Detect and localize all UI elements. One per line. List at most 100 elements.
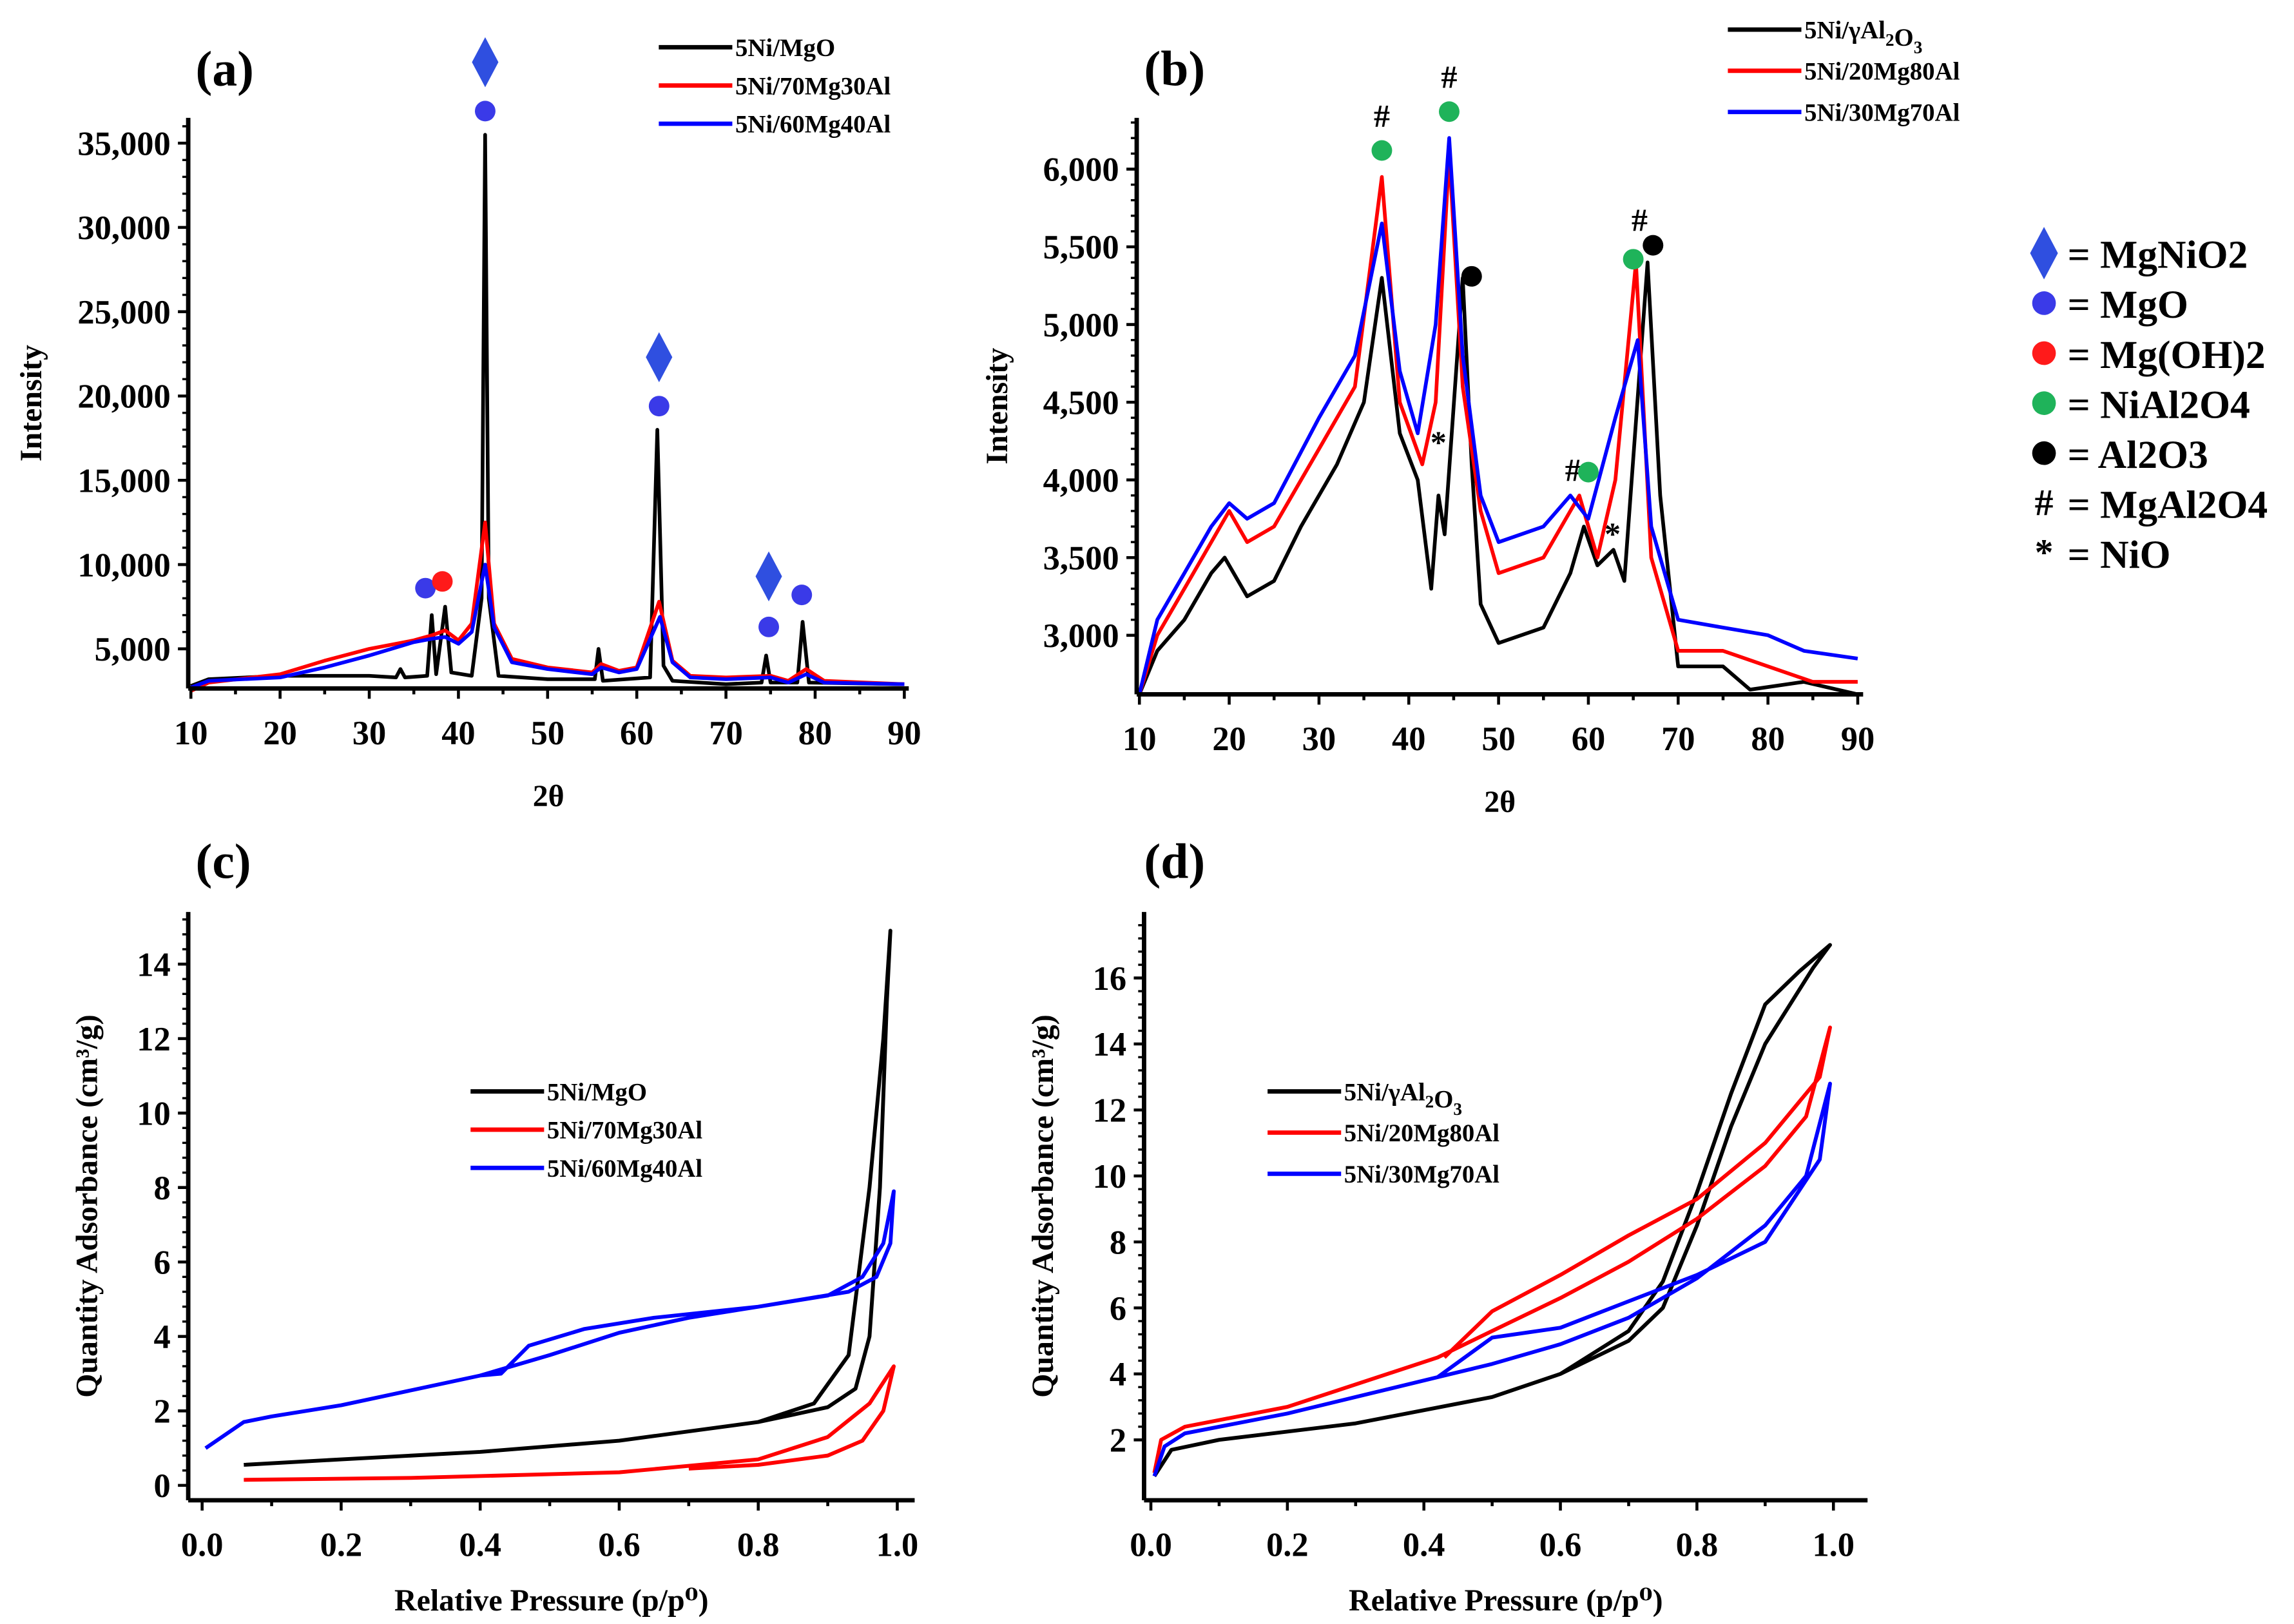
x-tick-label: 0.4 — [459, 1527, 501, 1564]
x-tick-label: 0.2 — [320, 1527, 363, 1564]
legend-label: 5Ni/γAl2O3 — [1804, 17, 1922, 57]
phase-legend: = MgNiO2 = MgO = Mg(OH)2 = NiAl2O4 = Al2O3 # =… — [2030, 227, 2268, 577]
phase-legend-circle-icon — [2032, 291, 2056, 315]
legend-label: 5Ni/γAl2O3 — [1344, 1078, 1462, 1119]
phase-marker-circle — [1461, 266, 1482, 287]
phase-marker-circle — [1623, 249, 1644, 270]
series-line-5Ni-Al2O3 — [1152, 943, 1832, 1478]
phase-marker-hash: # — [1441, 59, 1457, 95]
x-tick-label: 20 — [1212, 720, 1246, 758]
phase-legend-circle-icon — [2032, 341, 2056, 365]
legend-label: 5Ni/60Mg40Al — [547, 1155, 703, 1183]
legend-label: 5Ni/30Mg70Al — [1344, 1161, 1500, 1188]
y-tick-label: 8 — [153, 1170, 170, 1207]
legend-label: 5Ni/70Mg30Al — [547, 1117, 703, 1145]
phase-legend-circle-icon — [2032, 391, 2056, 415]
panel-b: (b) 10 20 30 40 50 60 70 80 90 3,000 3,500 4,000 4,50… — [980, 17, 2268, 819]
series-group — [189, 133, 905, 693]
legend-label: 5Ni/60Mg40Al — [735, 111, 891, 139]
y-tick-label: 4 — [1110, 1356, 1126, 1393]
x-tick-label: 70 — [709, 715, 742, 752]
phase-legend-label: = Al2O3 — [2068, 433, 2208, 477]
phase-marker-hash: # — [1632, 202, 1648, 238]
y-tick-label: 10 — [137, 1095, 170, 1132]
x-tick-label: 60 — [620, 715, 653, 752]
series-line-5Ni-Al2O3 — [1137, 260, 1858, 697]
legend-label: 5Ni/20Mg80Al — [1344, 1119, 1500, 1147]
x-tick-label: 0.8 — [737, 1527, 780, 1564]
phase-legend-label: = MgAl2O4 — [2068, 483, 2268, 527]
x-axis-title: Relative Pressure (p/p⁰) — [394, 1583, 709, 1618]
x-tick-label: 80 — [1751, 720, 1784, 758]
phase-marker-circle — [791, 585, 813, 606]
x-tick-label: 0.0 — [1130, 1527, 1172, 1564]
y-tick-label: 5,000 — [1043, 307, 1119, 344]
y-axis-title: Intensity — [14, 345, 48, 461]
x-tick-label: 90 — [1841, 720, 1875, 758]
panel-label: (c) — [196, 834, 251, 889]
y-tick-label: 2 — [153, 1393, 170, 1431]
y-tick-label: 3,000 — [1043, 617, 1119, 655]
y-tick-label: 14 — [1093, 1026, 1126, 1063]
y-tick-label: 3,500 — [1043, 540, 1119, 577]
y-tick-label: 0 — [153, 1467, 170, 1505]
y-axis-title: Quantity Adsorbance (cm³/g) — [1026, 1014, 1060, 1398]
legend-label: 5Ni/30Mg70Al — [1804, 99, 1960, 126]
series-line-5Ni-20Mg80Al — [1137, 151, 1858, 695]
y-axis-title: Intensity — [980, 348, 1014, 465]
x-tick-label: 80 — [798, 715, 832, 752]
panel-a: (a) 10 20 30 40 50 60 70 80 90 5,000 10,000 15,000 20… — [14, 34, 921, 813]
y-tick-label: 16 — [1093, 960, 1126, 998]
legend-label: 5Ni/20Mg80Al — [1804, 58, 1960, 86]
x-tick-label: 1.0 — [1812, 1527, 1855, 1564]
y-tick-label: 8 — [1110, 1224, 1126, 1261]
phase-marker-circle — [415, 577, 436, 599]
phase-marker-star: * — [1605, 516, 1621, 552]
x-tick-label: 30 — [1302, 720, 1336, 758]
x-tick-label: 40 — [441, 715, 475, 752]
legend-label: 5Ni/MgO — [547, 1078, 647, 1106]
x-tick-label: 10 — [1123, 720, 1156, 758]
y-tick-label: 25,000 — [77, 294, 170, 331]
series-line-5Ni-30Mg70Al — [1137, 136, 1858, 695]
x-tick-label: 1.0 — [876, 1527, 919, 1564]
y-tick-label: 4,000 — [1043, 462, 1119, 499]
y-tick-label: 6 — [153, 1244, 170, 1282]
x-tick-label: 0.6 — [598, 1527, 641, 1564]
y-tick-label: 2 — [1110, 1422, 1126, 1460]
y-tick-label: 4 — [153, 1319, 170, 1356]
legend: 5Ni/MgO 5Ni/70Mg30Al 5Ni/60Mg40Al — [470, 1078, 702, 1183]
x-tick-label: 0.0 — [181, 1527, 224, 1564]
y-tick-label: 10,000 — [77, 546, 170, 584]
series-line-5Ni-MgO — [190, 133, 905, 688]
x-tick-label: 0.6 — [1539, 1527, 1582, 1564]
panel-label: (d) — [1144, 834, 1205, 889]
series-line-5Ni-70Mg30Al — [244, 1364, 896, 1482]
phase-legend-diamond-icon — [2030, 227, 2058, 280]
legend-label: 5Ni/MgO — [735, 34, 835, 62]
phase-marker-circle — [758, 616, 780, 637]
phase-marker-circle — [432, 571, 453, 592]
phase-legend-label: = Mg(OH)2 — [2068, 333, 2266, 377]
phase-marker-circle — [1371, 140, 1393, 161]
phase-marker-circle — [648, 396, 670, 417]
series-group — [1137, 136, 1858, 697]
panel-label: (a) — [196, 41, 254, 97]
y-tick-label: 4,500 — [1043, 384, 1119, 421]
y-tick-label: 6 — [1110, 1290, 1126, 1328]
phase-legend-label: = NiO — [2068, 533, 2171, 577]
phase-legend-star-icon: * — [2035, 533, 2054, 574]
series-line-5Ni-30Mg70Al — [1152, 1081, 1832, 1477]
phase-legend-label: = MgO — [2068, 283, 2188, 327]
x-tick-label: 40 — [1392, 720, 1425, 758]
series-line-5Ni-60Mg40Al — [190, 563, 905, 690]
phase-marker-circle — [1643, 235, 1664, 256]
x-axis-title: 2θ — [533, 779, 564, 813]
series-group — [204, 929, 896, 1482]
y-tick-label: 5,500 — [1043, 229, 1119, 266]
y-tick-label: 10 — [1093, 1158, 1126, 1195]
y-tick-label: 35,000 — [77, 125, 170, 162]
phase-marker-diamond — [646, 332, 673, 383]
